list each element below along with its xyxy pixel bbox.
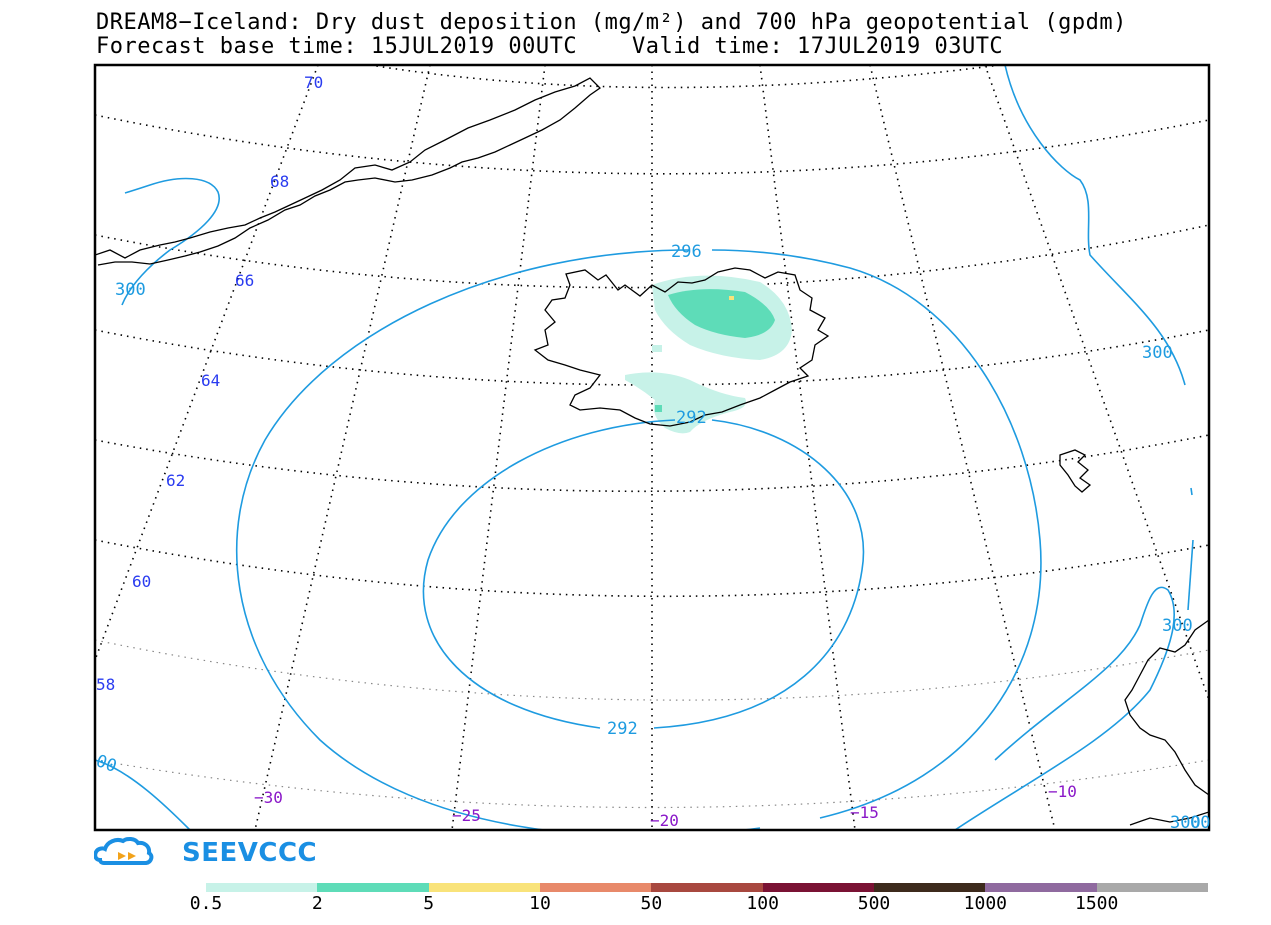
contour-label-00: 00 [93, 751, 119, 777]
colorbar-label-3: 10 [529, 893, 551, 914]
longitude-graticule [95, 65, 1209, 830]
lat-label-62: 62 [166, 471, 185, 490]
lat-label-64: 64 [201, 371, 220, 390]
colorbar-label-0: 0.5 [189, 893, 223, 914]
colorbar-segment-8 [1096, 883, 1208, 892]
colorbar-segment-5 [762, 883, 874, 892]
contour-label-292-north: 292 [676, 408, 707, 428]
lat-label-66: 66 [235, 271, 254, 290]
title-line-1: DREAM8−Iceland: Dry dust deposition (mg/… [96, 10, 1127, 35]
title-line-2: Forecast base time: 15JUL2019 00UTC Vali… [96, 34, 1004, 59]
colorbar-segment-1 [317, 883, 429, 892]
colorbar-segment-6 [873, 883, 986, 892]
lon-label-minus30: −30 [254, 788, 283, 807]
colorbar-segment-2 [428, 883, 540, 892]
colorbar-label-8: 1500 [1074, 893, 1119, 914]
colorbar-label-4: 50 [640, 893, 663, 914]
iceland-coastline [533, 267, 830, 427]
greenland-coastline [95, 77, 602, 266]
colorbar-label-5: 100 [746, 893, 779, 914]
norway-coastline [1124, 619, 1209, 796]
contour-label-300-bottom: 300 [1170, 813, 1201, 833]
colorbar-label-7: 1000 [963, 893, 1008, 914]
faroe-islands [1059, 449, 1092, 493]
lat-label-68: 68 [270, 172, 289, 191]
lat-label-60: 60 [132, 572, 151, 591]
geopotential-contours [95, 65, 1194, 830]
colorbar [206, 883, 1208, 892]
dust-deposition-shading [625, 275, 792, 434]
contour-label-300-west: 300 [115, 280, 146, 300]
map-frame [93, 63, 1211, 832]
contour-label-300-east: 300 [1142, 343, 1173, 363]
colorbar-label-1: 2 [311, 893, 323, 914]
colorbar-segment-0 [206, 883, 318, 892]
colorbar-segment-3 [539, 883, 652, 892]
latitude-graticule-faint [95, 639, 1209, 809]
colorbar-label-2: 5 [423, 893, 435, 914]
lon-label-minus25: −25 [452, 806, 481, 825]
lon-label-minus10: −10 [1048, 782, 1077, 801]
seevccc-logo-icon [94, 836, 154, 865]
colorbar-label-6: 500 [857, 893, 891, 914]
colorbar-segment-7 [985, 883, 1097, 892]
lat-label-70: 70 [304, 73, 323, 92]
contour-label-292-south: 292 [607, 719, 638, 739]
logo-text: SEEVCCC [182, 838, 318, 868]
colorbar-segment-4 [651, 883, 763, 892]
contour-label-296: 296 [671, 242, 702, 262]
lon-label-minus20: −20 [650, 811, 679, 830]
lon-label-minus15: −15 [850, 803, 879, 822]
coastlines [95, 77, 1209, 826]
contour-label-300-southeast: 300 [1162, 616, 1193, 636]
contour-label-00-bottom-right: 00 [1190, 813, 1210, 833]
lat-label-58: 58 [96, 675, 115, 694]
